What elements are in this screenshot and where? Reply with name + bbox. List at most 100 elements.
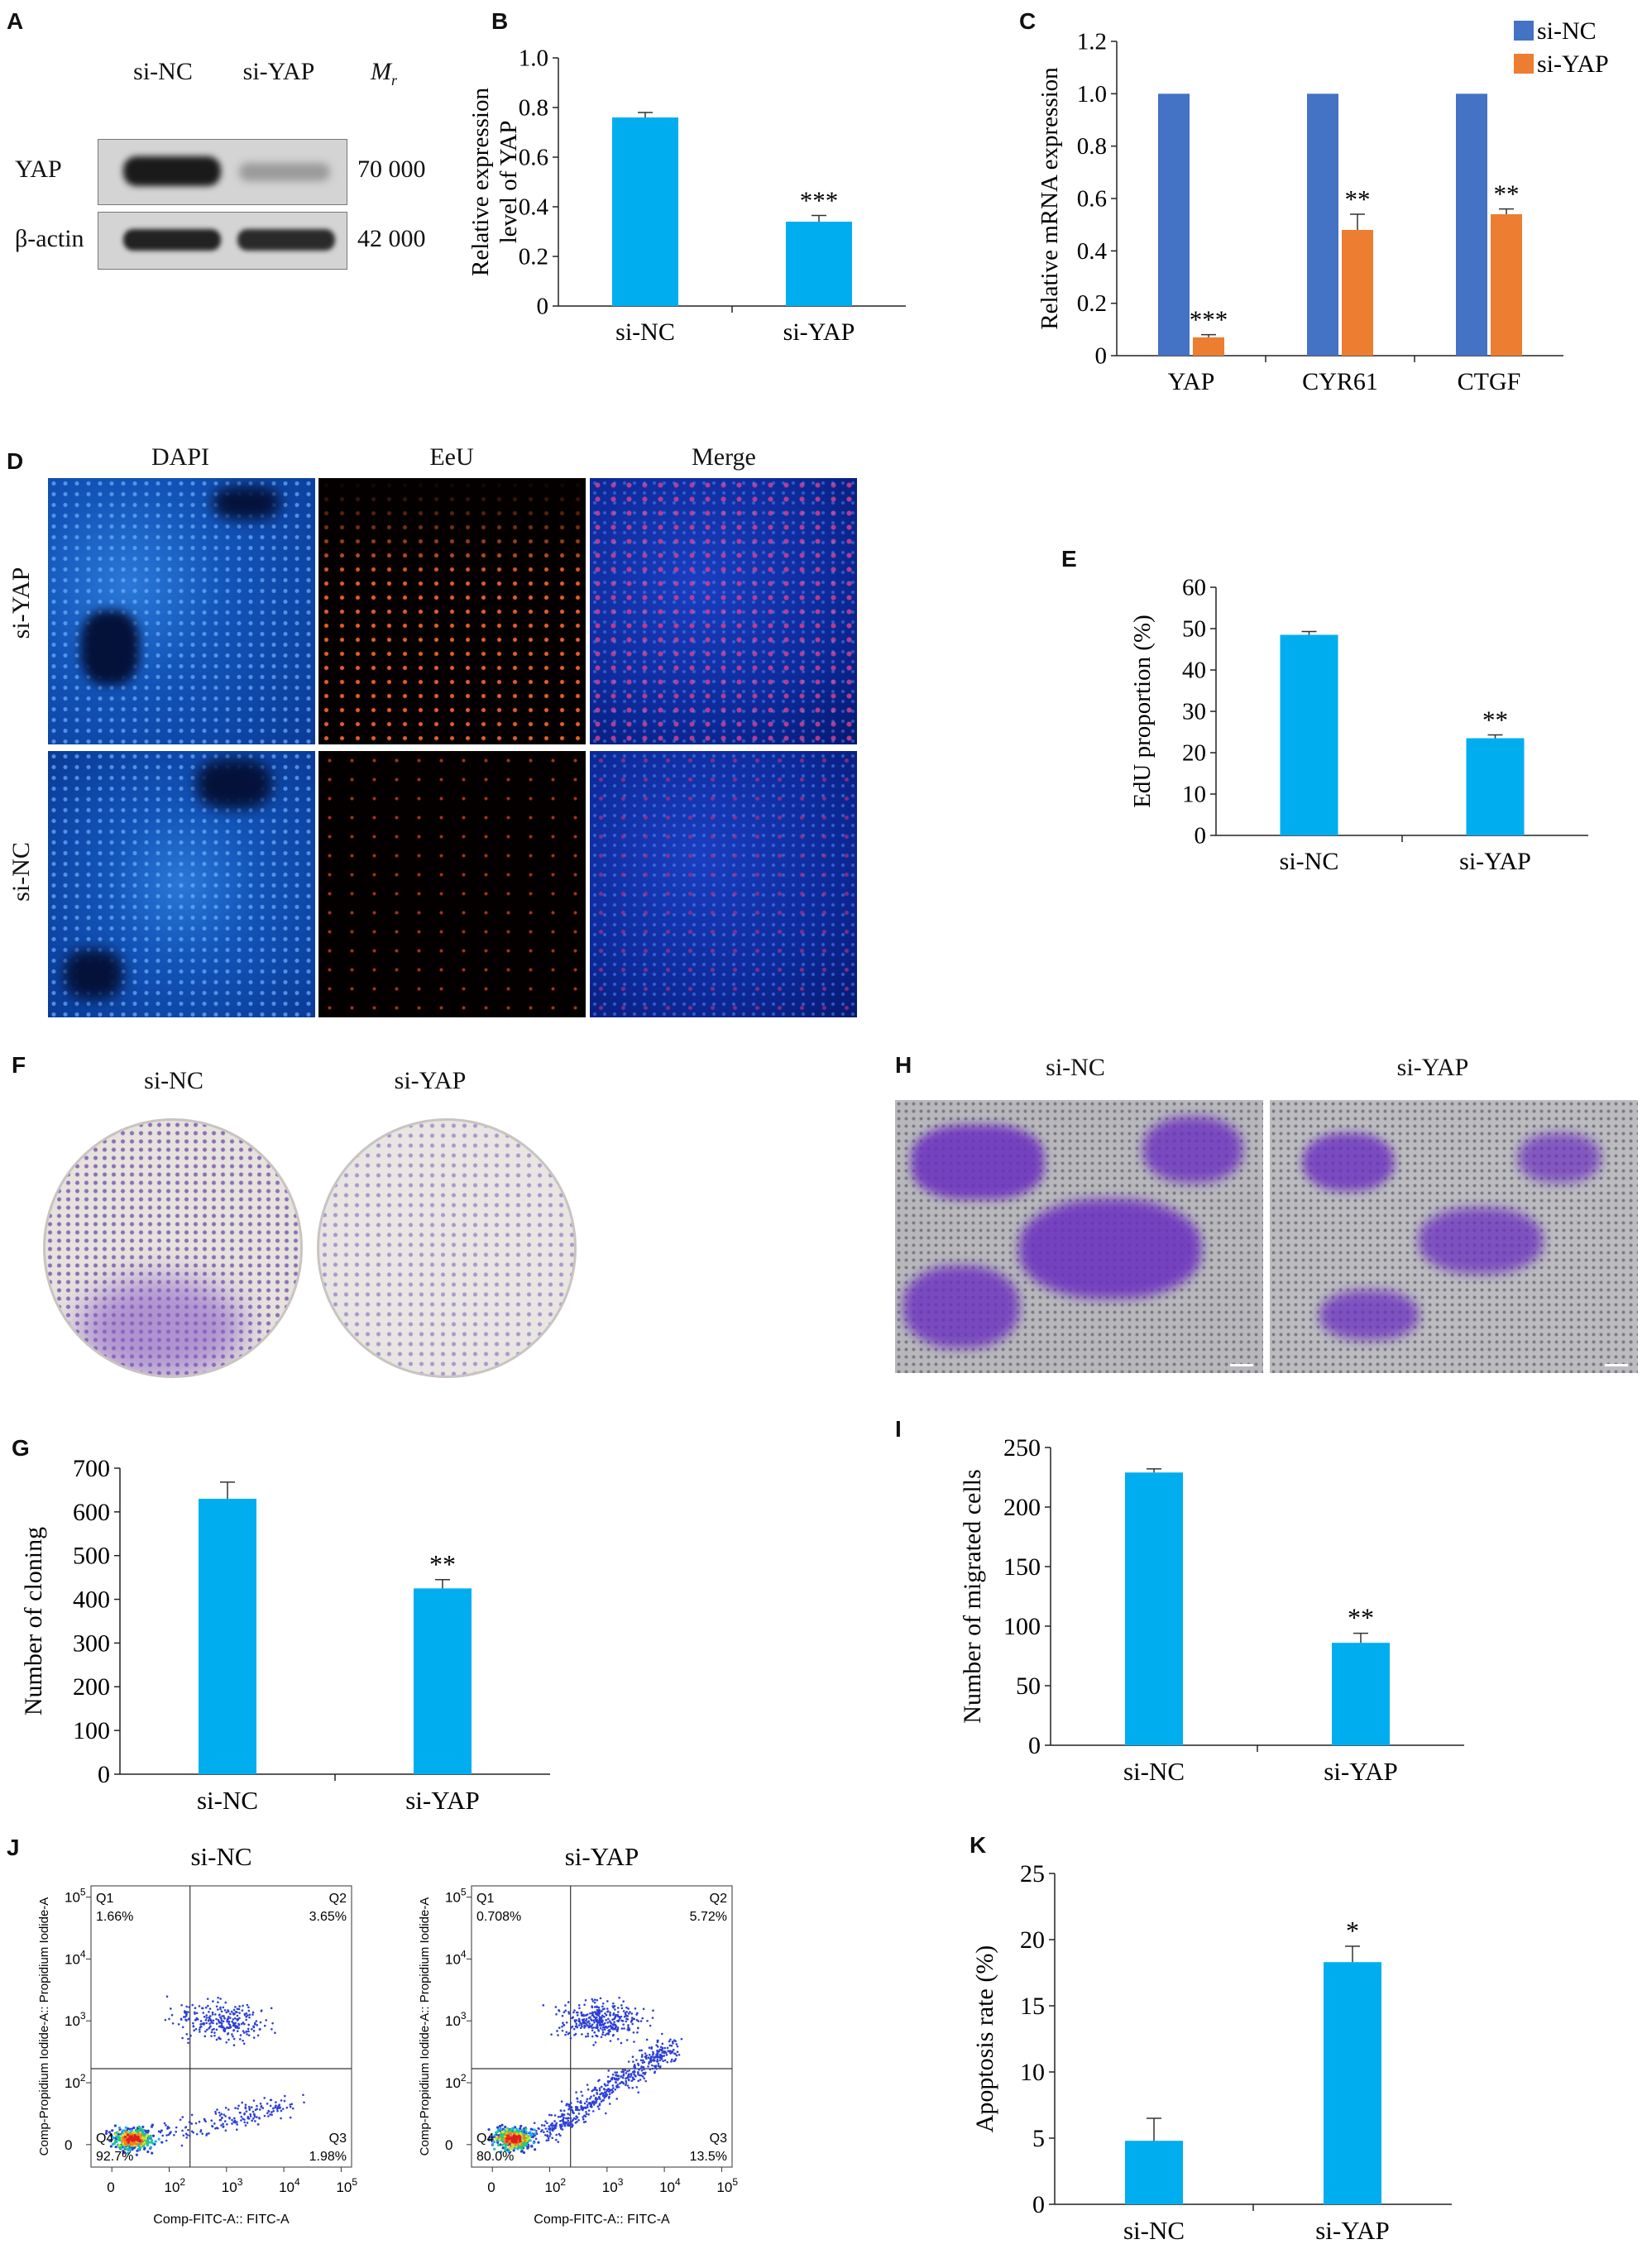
flow-dot [222, 2006, 225, 2009]
flow-dot [510, 2136, 513, 2140]
flow-dot [127, 2151, 130, 2155]
flow-q1-si-yap: Q1 [476, 1892, 494, 1906]
y-tick-label-i: 200 [1003, 1494, 1041, 1521]
flow-dot [571, 2025, 574, 2028]
flow-dot [520, 2147, 524, 2151]
flow-dot [637, 2071, 639, 2074]
flow-frame-si-nc [90, 1885, 352, 2168]
y-tick-label-b: 0.2 [519, 244, 548, 270]
flow-dot [194, 2007, 197, 2010]
flow-dot [601, 2002, 605, 2005]
flow-dot [643, 2077, 645, 2080]
flow-dot [203, 2035, 207, 2038]
band-yap-si-nc [123, 156, 221, 186]
flow-dot [275, 2104, 277, 2108]
flow-dot [243, 2121, 247, 2124]
flow-dot [274, 2031, 276, 2034]
flow-dot [600, 2100, 603, 2103]
flow-dot [271, 2027, 273, 2031]
flow-dot [139, 2139, 142, 2142]
flow-dot [557, 2141, 560, 2143]
flow-dot [571, 2017, 573, 2020]
flow-dot [653, 2065, 656, 2068]
flow-dot [649, 2058, 652, 2060]
flow-dot [249, 2115, 252, 2117]
flow-dot [591, 2110, 595, 2112]
flow-dot [596, 2092, 598, 2094]
flow-dot [611, 2034, 615, 2037]
flow-dot [205, 2014, 208, 2017]
flow-dot [504, 2148, 507, 2151]
flow-dot [139, 2131, 142, 2134]
flow-dot [232, 2008, 236, 2012]
flow-dot [194, 2019, 197, 2022]
flow-dot [237, 2023, 241, 2026]
flow-dot [242, 2031, 246, 2034]
y-axis-title-line-1-b: Relative expression [467, 88, 494, 276]
significance-label-g: ** [429, 1549, 456, 1579]
flow-dot [272, 2107, 275, 2110]
flow-dot [625, 2079, 628, 2083]
flow-dot [507, 2132, 510, 2135]
flow-dot [565, 2031, 568, 2034]
flow-dot [137, 2128, 141, 2132]
flow-dot [607, 2033, 610, 2036]
significance-label-k: * [1346, 1916, 1359, 1945]
flow-dot [185, 2033, 189, 2036]
flow-dot [598, 2017, 601, 2020]
flow-dot [205, 2022, 208, 2025]
flow-dot [607, 2090, 610, 2093]
x-tick-label-b: si-NC [615, 318, 675, 346]
flow-dot [616, 2079, 620, 2081]
flow-dot [203, 2022, 205, 2025]
flow-dot [241, 2009, 244, 2012]
flow-dot [231, 2020, 233, 2023]
flow-dot [558, 2123, 562, 2127]
flow-dot [657, 2065, 660, 2068]
flow-dot [674, 2052, 677, 2055]
flow-dot [252, 2112, 256, 2116]
flow-dot [586, 2013, 589, 2016]
bar-e-si-yap [1466, 738, 1525, 835]
flow-dot [593, 2031, 596, 2034]
flow-dot [603, 2028, 606, 2031]
flow-dot [507, 2146, 511, 2150]
flow-dot [271, 2111, 273, 2113]
flow-dot [177, 2023, 180, 2026]
flow-dot [521, 2139, 524, 2142]
flow-dot [246, 2003, 249, 2007]
y-tick-label-k: 5 [1032, 2125, 1045, 2152]
flow-x-axis-title-si-nc: Comp-FITC-A:: FITC-A [153, 2213, 290, 2227]
flow-dot [126, 2133, 130, 2136]
flow-dot [657, 2046, 659, 2048]
flow-dot [604, 2026, 607, 2029]
flow-dot [492, 2140, 496, 2143]
flow-dot [533, 2128, 536, 2132]
flow-dot [217, 1996, 219, 1999]
flow-dot [569, 2120, 572, 2123]
flow-dot [630, 2074, 633, 2077]
chart-g: 0 100 200 300 400 500 600 700 Number of cloning s… [20, 1455, 550, 1815]
flow-dot [585, 2022, 588, 2026]
flow-dot [218, 2013, 221, 2016]
flow-dot [510, 2143, 514, 2146]
flow-dot [256, 2024, 259, 2026]
flow-dot [635, 2018, 639, 2022]
flow-dot [661, 2032, 663, 2036]
flow-dot [232, 2037, 236, 2041]
flow-dot [587, 2088, 590, 2091]
flow-dot [625, 2039, 629, 2041]
flow-dot [641, 2075, 644, 2078]
flow-dot [625, 2072, 628, 2074]
plate-label-si-nc: si-NC [144, 1067, 203, 1094]
flow-dot [601, 2033, 604, 2036]
flow-dot [609, 2040, 612, 2042]
flow-dot [240, 2115, 243, 2118]
micro-dapi-si-yap [48, 478, 315, 744]
flow-dot [520, 2142, 524, 2146]
flow-dot [577, 2100, 579, 2103]
flow-dot [242, 2004, 244, 2007]
flow-dot [488, 2136, 491, 2139]
flow-dot [576, 2014, 579, 2017]
flow-dot [652, 2052, 655, 2055]
